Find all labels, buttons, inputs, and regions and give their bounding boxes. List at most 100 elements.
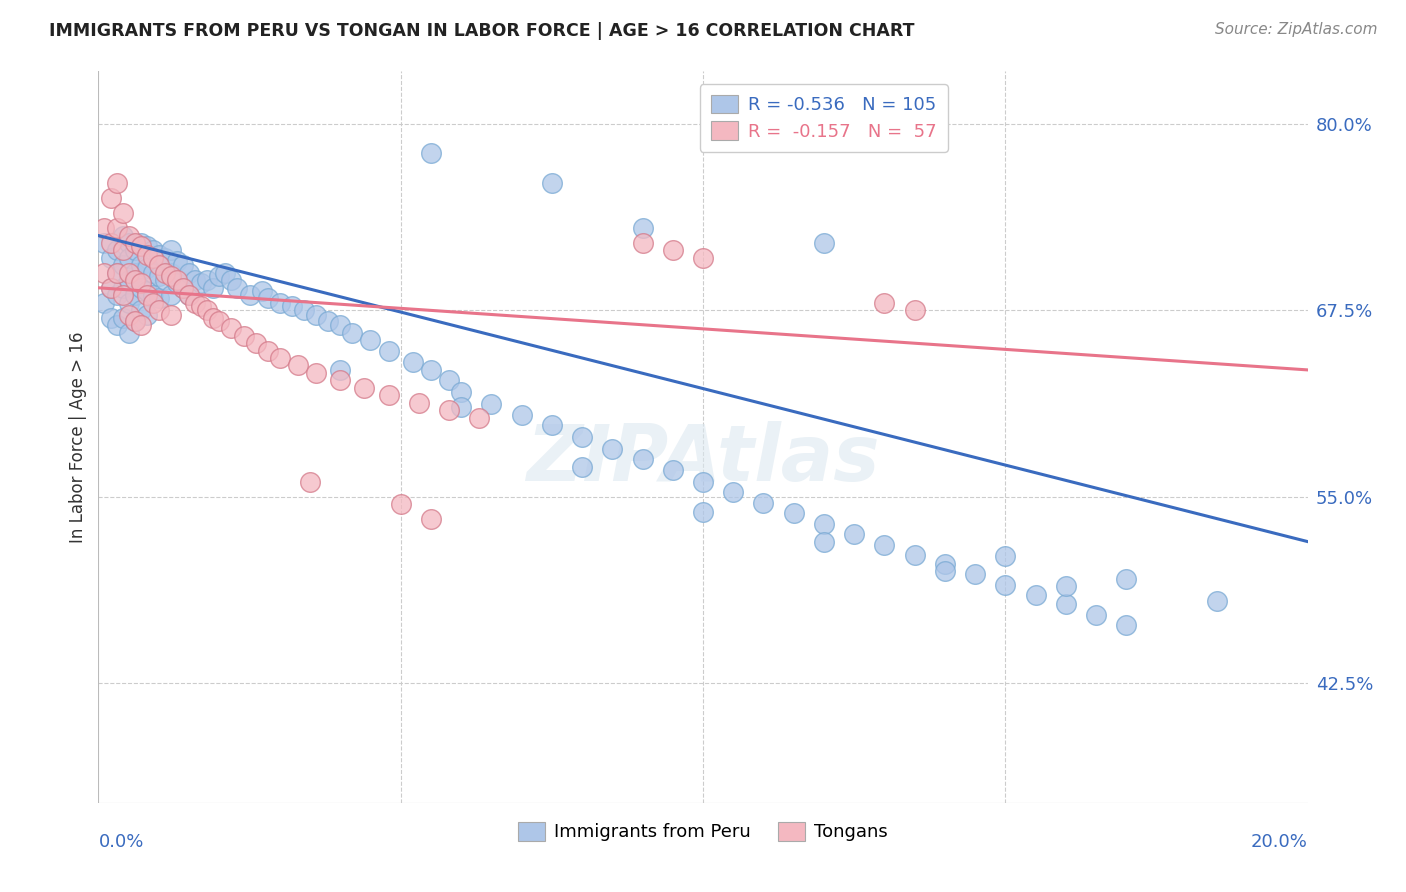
Point <box>135 308 157 322</box>
Point <box>305 366 328 380</box>
Point <box>129 303 152 318</box>
Point <box>873 295 896 310</box>
Point <box>190 277 212 291</box>
Point <box>118 273 141 287</box>
Point <box>105 266 128 280</box>
Point <box>1115 572 1137 586</box>
Point <box>316 313 339 327</box>
Text: 0.0%: 0.0% <box>98 833 143 851</box>
Point <box>124 244 146 258</box>
Point <box>105 266 128 280</box>
Point <box>148 259 170 273</box>
Point <box>631 452 654 467</box>
Point <box>540 418 562 433</box>
Text: IMMIGRANTS FROM PERU VS TONGAN IN LABOR FORCE | AGE > 16 CORRELATION CHART: IMMIGRANTS FROM PERU VS TONGAN IN LABOR … <box>49 22 915 40</box>
Point <box>100 310 122 325</box>
Point <box>934 565 956 579</box>
Point <box>256 291 278 305</box>
Point <box>111 244 134 258</box>
Point <box>184 295 207 310</box>
Legend: Immigrants from Peru, Tongans: Immigrants from Peru, Tongans <box>510 814 896 848</box>
Point <box>239 288 262 302</box>
Point <box>135 284 157 298</box>
Point <box>783 506 806 520</box>
Point <box>93 235 115 250</box>
Point <box>292 303 315 318</box>
Point <box>287 359 309 373</box>
Point <box>965 567 987 582</box>
Point <box>105 288 128 302</box>
Point <box>179 266 201 280</box>
Point <box>813 534 835 549</box>
Point <box>904 303 927 318</box>
Point <box>214 266 236 280</box>
Point <box>661 463 683 477</box>
Point <box>305 308 328 322</box>
Point <box>692 251 714 265</box>
Point <box>481 397 503 411</box>
Point <box>124 235 146 250</box>
Point <box>111 310 134 325</box>
Point <box>179 288 201 302</box>
Point <box>408 396 430 410</box>
Text: 20.0%: 20.0% <box>1251 833 1308 851</box>
Point <box>111 206 134 220</box>
Point <box>202 310 225 325</box>
Point <box>420 363 443 377</box>
Point <box>208 268 231 283</box>
Point <box>105 244 128 258</box>
Point <box>160 268 183 283</box>
Point <box>118 228 141 243</box>
Point <box>142 288 165 302</box>
Point <box>329 363 352 377</box>
Point <box>256 343 278 358</box>
Point <box>813 235 835 250</box>
Point <box>135 288 157 302</box>
Y-axis label: In Labor Force | Age > 16: In Labor Force | Age > 16 <box>69 331 87 543</box>
Point <box>142 295 165 310</box>
Point <box>190 299 212 313</box>
Point <box>111 259 134 273</box>
Point <box>571 459 593 474</box>
Point <box>129 318 152 332</box>
Point <box>250 284 273 298</box>
Point <box>692 505 714 519</box>
Point <box>142 266 165 280</box>
Point <box>540 177 562 191</box>
Point <box>1054 597 1077 611</box>
Point <box>360 333 382 347</box>
Point <box>195 303 218 318</box>
Point <box>1024 588 1046 602</box>
Point <box>100 281 122 295</box>
Point <box>148 268 170 283</box>
Point <box>111 228 134 243</box>
Point <box>195 273 218 287</box>
Point <box>93 295 115 310</box>
Point <box>468 410 491 425</box>
Point <box>100 281 122 295</box>
Point <box>281 299 304 313</box>
Point <box>160 308 183 322</box>
Point <box>329 318 352 332</box>
Point <box>994 549 1017 564</box>
Text: ZIPAtlas: ZIPAtlas <box>526 421 880 497</box>
Point <box>172 281 194 295</box>
Point <box>661 244 683 258</box>
Point <box>124 313 146 327</box>
Point <box>124 273 146 287</box>
Point <box>221 321 243 335</box>
Point <box>111 281 134 295</box>
Point <box>437 403 460 417</box>
Point <box>184 273 207 287</box>
Point <box>124 313 146 327</box>
Point <box>148 248 170 262</box>
Point <box>135 239 157 253</box>
Point <box>873 537 896 551</box>
Point <box>904 548 927 562</box>
Point <box>402 355 425 369</box>
Point <box>813 516 835 531</box>
Point <box>129 239 152 253</box>
Point <box>118 308 141 322</box>
Point <box>208 313 231 327</box>
Point <box>1054 579 1077 593</box>
